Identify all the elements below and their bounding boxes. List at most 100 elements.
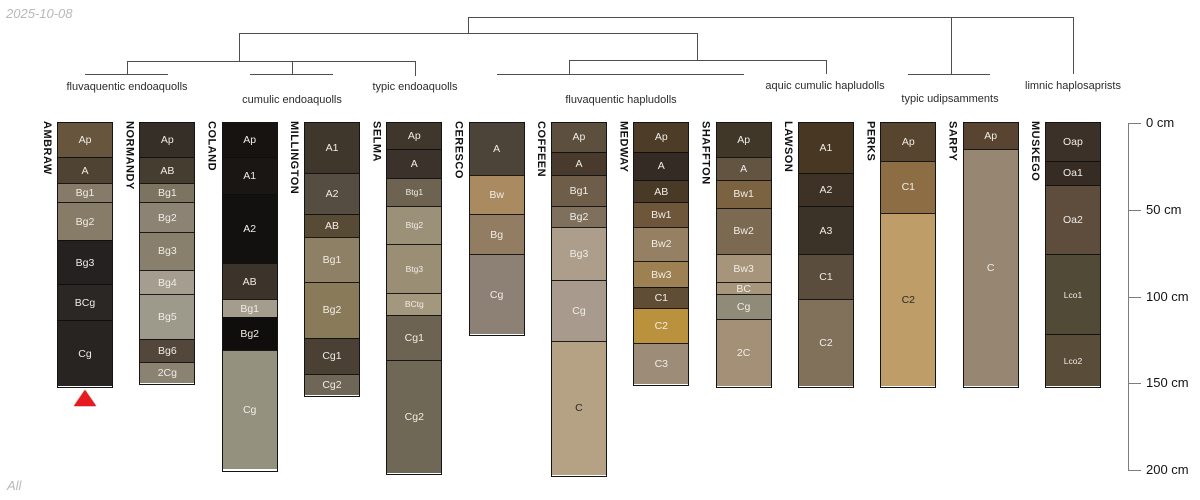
soil-column-MUSKEGO: Oap Oa1 Oa2 Lco1 Lco2 bbox=[1044, 121, 1101, 389]
horizon-MEDWAY-C2: C2 bbox=[634, 308, 689, 343]
depth-tick-100 bbox=[1128, 296, 1141, 298]
horizon-label: A1 bbox=[243, 169, 257, 182]
horizon-MUSKEGO-Lco2: Lco2 bbox=[1045, 334, 1100, 387]
depth-tick-label-150: 150 cm bbox=[1146, 375, 1189, 391]
horizon-COFFEEN-Ap: Ap bbox=[551, 122, 606, 152]
horizon-label: Bg6 bbox=[157, 345, 177, 358]
soil-column-MILLINGTON: A1 A2 AB Bg1 Bg2 Cg1 Cg2 bbox=[303, 121, 360, 397]
horizon-label: Oa1 bbox=[1063, 167, 1083, 180]
horizon-label: A2 bbox=[325, 188, 339, 201]
horizon-label: Lco2 bbox=[1063, 355, 1083, 366]
horizon-label: Bw2 bbox=[733, 225, 754, 238]
dendrogram-h-line-1 bbox=[239, 33, 697, 34]
horizon-label: Cg1 bbox=[322, 350, 342, 363]
horizon-COLAND-A2: A2 bbox=[222, 193, 277, 264]
horizon-COLAND-Bg1: Bg1 bbox=[222, 299, 277, 317]
soil-column-MEDWAY: Ap A AB Bw1 Bw2 Bw3 C1 C2 C3 bbox=[633, 121, 690, 387]
horizon-label: C2 bbox=[901, 293, 916, 306]
depth-tick-150 bbox=[1128, 383, 1141, 385]
horizon-label: Ap bbox=[572, 131, 586, 144]
horizon-NORMANDY-Bg5: Bg5 bbox=[140, 294, 195, 340]
dendrogram-h-line-2 bbox=[127, 61, 415, 62]
horizon-SELMA-Cg2: Cg2 bbox=[387, 360, 442, 473]
horizon-label: Ap bbox=[78, 133, 92, 146]
horizon-label: Ap bbox=[160, 133, 174, 146]
horizon-SELMA-Btg2: Btg2 bbox=[387, 205, 442, 244]
horizon-label: Bg3 bbox=[157, 245, 177, 258]
horizon-label: BCtg bbox=[404, 299, 424, 310]
column-name-MUSKEGO: MUSKEGO bbox=[1028, 121, 1041, 182]
column-name-SHAFFTON: SHAFFTON bbox=[699, 121, 712, 185]
horizon-label: Bg2 bbox=[157, 211, 177, 224]
horizon-LAWSON-A1: A1 bbox=[798, 122, 853, 173]
horizon-label: Bg3 bbox=[569, 247, 589, 260]
horizon-label: C2 bbox=[654, 319, 669, 332]
taxon-label-fluvaquentic-endoaquolls: fluvaquentic endoaquolls bbox=[66, 81, 188, 93]
horizon-label: Btg2 bbox=[405, 220, 424, 231]
column-name-NORMANDY: NORMANDY bbox=[123, 121, 136, 190]
horizon-SELMA-Cg1: Cg1 bbox=[387, 315, 442, 361]
horizon-label: A2 bbox=[819, 183, 833, 196]
soil-column-PERKS: Ap C1 C2 bbox=[880, 121, 937, 389]
horizon-label: Cg2 bbox=[322, 378, 342, 391]
horizon-label: 2Cg bbox=[157, 366, 177, 379]
horizon-label: Bg1 bbox=[240, 302, 259, 315]
horizon-label: BC bbox=[736, 282, 751, 295]
horizon-label: A2 bbox=[243, 222, 257, 235]
depth-tick-200 bbox=[1128, 470, 1141, 471]
horizon-label: Cg bbox=[572, 305, 586, 318]
horizon-SHAFFTON-Ap: Ap bbox=[716, 122, 771, 158]
horizon-label: Oap bbox=[1063, 135, 1083, 148]
horizon-label: AB bbox=[654, 185, 669, 198]
horizon-MILLINGTON-A2: A2 bbox=[304, 172, 359, 215]
horizon-label: Bw bbox=[489, 188, 504, 201]
horizon-label: AB bbox=[324, 220, 339, 233]
soil-column-SELMA: Ap A Btg1 Btg2 Btg3 BCtg Cg1 Cg2 bbox=[386, 121, 443, 475]
horizon-label: Cg bbox=[242, 404, 257, 417]
horizon-SHAFFTON-2C: 2C bbox=[716, 318, 771, 387]
horizon-AMBRAW-BCg: BCg bbox=[58, 283, 112, 321]
footer-label: All bbox=[7, 478, 22, 493]
soil-column-LAWSON: A1 A2 A3 C1 C2 bbox=[797, 121, 854, 389]
horizon-LAWSON-C1: C1 bbox=[798, 254, 853, 300]
horizon-NORMANDY-Bg3: Bg3 bbox=[140, 231, 195, 270]
horizon-label: Bg1 bbox=[322, 254, 342, 267]
horizon-PERKS-Ap: Ap bbox=[881, 122, 936, 161]
column-name-MILLINGTON: MILLINGTON bbox=[287, 121, 300, 195]
depth-tick-label-100: 100 cm bbox=[1146, 288, 1189, 304]
column-name-SELMA: SELMA bbox=[370, 121, 383, 162]
horizon-MILLINGTON-Bg2: Bg2 bbox=[304, 282, 359, 338]
horizon-MEDWAY-AB: AB bbox=[634, 179, 689, 203]
horizon-SARPY-Ap: Ap bbox=[963, 122, 1018, 149]
horizon-MILLINGTON-Cg2: Cg2 bbox=[304, 374, 359, 395]
dendrogram-v-line-3 bbox=[127, 61, 128, 74]
taxon-label-cumulic-endoaquolls: cumulic endoaquolls bbox=[242, 94, 342, 106]
horizon-label: C3 bbox=[654, 358, 669, 371]
horizon-label: C1 bbox=[901, 181, 916, 194]
horizon-label: Bw2 bbox=[651, 238, 672, 251]
horizon-AMBRAW-Bg2: Bg2 bbox=[58, 202, 112, 241]
horizon-label: A bbox=[493, 142, 501, 155]
horizon-NORMANDY-2Cg: 2Cg bbox=[140, 361, 195, 383]
dendrogram-h-line-7 bbox=[908, 74, 990, 75]
horizon-label: Oa2 bbox=[1063, 214, 1083, 227]
horizon-label: C2 bbox=[819, 337, 833, 350]
horizon-label: Bg5 bbox=[157, 311, 177, 324]
horizon-CERESCO-Bw: Bw bbox=[469, 174, 524, 215]
dendrogram-h-line-6 bbox=[569, 60, 826, 61]
dendrogram-h-line-3 bbox=[85, 74, 168, 75]
horizon-label: Ap bbox=[901, 135, 915, 148]
horizon-SHAFFTON-Bw1: Bw1 bbox=[716, 179, 771, 208]
horizon-COLAND-Ap: Ap bbox=[222, 122, 277, 158]
column-name-AMBRAW: AMBRAW bbox=[41, 121, 53, 175]
horizon-label: Ap bbox=[984, 129, 998, 142]
horizon-label: Cg bbox=[736, 300, 751, 313]
horizon-label: Bg1 bbox=[75, 187, 95, 200]
horizon-COFFEEN-Bg1: Bg1 bbox=[551, 174, 606, 206]
horizon-label: A bbox=[575, 157, 583, 170]
depth-tick-0 bbox=[1128, 123, 1141, 124]
horizon-label: AB bbox=[242, 275, 257, 288]
horizon-label: Bg2 bbox=[322, 304, 342, 317]
horizon-MEDWAY-Bw3: Bw3 bbox=[634, 261, 689, 288]
horizon-SELMA-Ap: Ap bbox=[387, 122, 442, 149]
